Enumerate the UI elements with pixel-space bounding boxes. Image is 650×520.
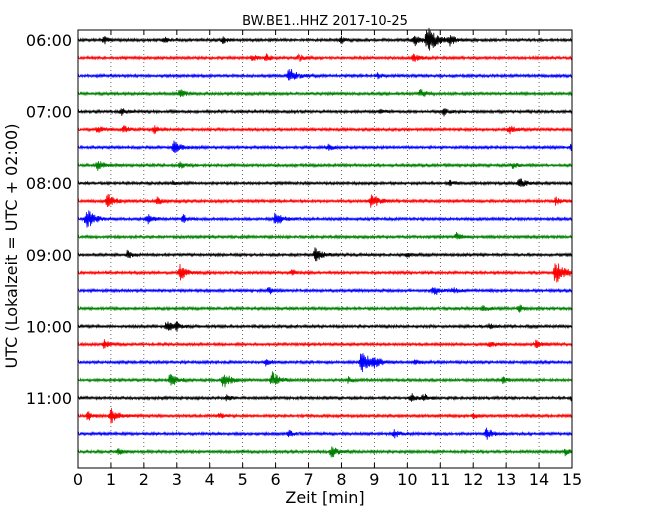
y-tick-label: 08:00 <box>26 174 72 193</box>
seismic-trace <box>77 89 573 98</box>
seismic-trace <box>77 194 573 208</box>
seismic-trace <box>77 232 573 240</box>
seismic-trace <box>77 210 573 228</box>
x-tick-label: 12 <box>463 470 483 489</box>
grid-lines <box>110 30 540 468</box>
x-tick-label: 7 <box>303 470 313 489</box>
seismic-trace <box>77 247 573 262</box>
x-tick-label: 13 <box>496 470 516 489</box>
x-tick-label: 15 <box>562 470 582 489</box>
seismic-trace <box>77 371 573 388</box>
x-tick-label: 11 <box>430 470 450 489</box>
seismic-trace <box>77 178 573 187</box>
seismic-trace <box>77 108 573 117</box>
x-tick-label: 0 <box>73 470 83 489</box>
y-tick-label: 11:00 <box>26 389 72 408</box>
x-tick-label: 14 <box>529 470 549 489</box>
x-tick-label: 9 <box>369 470 379 489</box>
seismic-trace <box>77 53 573 62</box>
y-tick-label: 07:00 <box>26 103 72 122</box>
seismic-trace <box>77 304 573 313</box>
chart-title: BW.BE1..HHZ 2017-10-25 <box>242 14 408 29</box>
seismic-trace <box>77 353 573 373</box>
seismic-trace <box>77 27 573 51</box>
x-tick-label: 10 <box>397 470 417 489</box>
seismic-trace <box>77 140 573 153</box>
seismic-trace <box>77 446 573 458</box>
x-tick-label: 3 <box>172 470 182 489</box>
x-tick-label: 4 <box>205 470 215 489</box>
y-axis-label: UTC (Lokalzeit = UTC + 02:00) <box>2 124 21 369</box>
seismic-trace <box>77 68 573 81</box>
trace-layer <box>77 27 573 458</box>
x-tick-label: 5 <box>238 470 248 489</box>
y-tick-label: 06:00 <box>26 31 72 50</box>
seismic-trace <box>77 263 573 283</box>
seismic-trace <box>77 427 573 440</box>
x-tick-label: 8 <box>336 470 346 489</box>
y-ticks: 06:00 07:00 08:00 09:00 10:00 11:00 <box>26 31 572 408</box>
seismic-trace <box>77 408 573 424</box>
y-tick-label: 09:00 <box>26 246 72 265</box>
x-tick-label: 2 <box>139 470 149 489</box>
x-tick-label: 1 <box>106 470 116 489</box>
x-axis-label: Zeit [min] <box>285 488 364 507</box>
seismic-trace <box>77 393 573 402</box>
seismic-trace <box>77 125 573 135</box>
seismic-trace <box>77 161 573 171</box>
x-tick-label: 6 <box>271 470 281 489</box>
x-ticks: 0 1 2 3 4 5 6 7 8 9 10 11 12 13 14 15 <box>73 30 582 489</box>
y-tick-label: 10:00 <box>26 317 72 336</box>
plot-frame <box>77 29 573 469</box>
seismic-trace <box>77 339 573 349</box>
seismic-trace <box>77 287 573 296</box>
seismic-trace <box>77 321 573 332</box>
